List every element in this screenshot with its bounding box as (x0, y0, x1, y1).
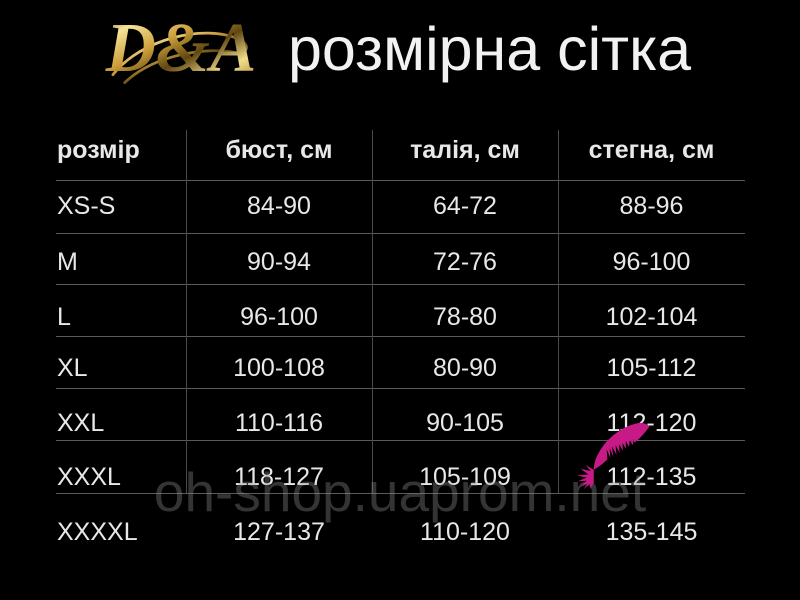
svg-text:D&A: D&A (105, 10, 257, 85)
